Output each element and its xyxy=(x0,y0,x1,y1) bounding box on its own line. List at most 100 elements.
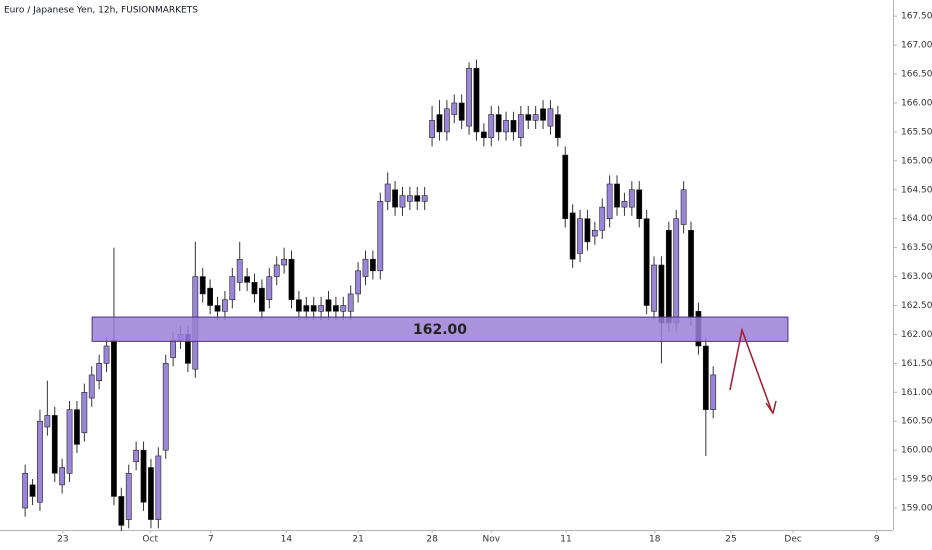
candle-body xyxy=(259,287,265,312)
candle-body xyxy=(443,108,450,133)
y-tick-label: 165.000 xyxy=(901,156,932,166)
candle-body xyxy=(81,391,88,434)
candle-body xyxy=(392,189,398,208)
x-tick-label: Nov xyxy=(482,535,500,545)
candle-body xyxy=(606,183,613,220)
candle-body xyxy=(74,409,80,445)
y-tick-label: 162.500 xyxy=(901,301,932,311)
candle-body xyxy=(340,305,347,312)
x-tick-label: 23 xyxy=(57,535,68,545)
y-tick-label: 167.000 xyxy=(901,41,932,51)
candle-body xyxy=(199,276,206,295)
candle-body xyxy=(421,195,428,202)
x-tick-label: 21 xyxy=(352,535,363,545)
plot xyxy=(22,59,789,532)
candle-body xyxy=(155,455,162,520)
candle-body xyxy=(680,189,687,225)
candle-body xyxy=(584,218,591,243)
candle-body xyxy=(111,339,117,497)
candle-body xyxy=(547,108,554,127)
y-tick-label: 161.500 xyxy=(901,359,932,369)
y-tick-label: 164.000 xyxy=(901,214,932,224)
y-tick-label: 166.500 xyxy=(901,70,932,80)
candle-body xyxy=(591,229,598,237)
candle-body xyxy=(37,420,43,503)
candle-body xyxy=(673,218,680,324)
arrow-head xyxy=(765,400,777,415)
candle-body xyxy=(244,276,250,283)
candle-body xyxy=(125,472,132,520)
candle-body xyxy=(362,258,369,277)
candle-body xyxy=(59,467,66,486)
candle-body xyxy=(140,449,147,503)
candle-body xyxy=(399,195,406,208)
candle-body xyxy=(665,229,672,324)
y-tick-label: 163.500 xyxy=(901,243,932,253)
candle-body xyxy=(310,305,317,312)
x-tick-label: 18 xyxy=(649,535,661,545)
candle-body xyxy=(406,195,413,202)
candle-body xyxy=(658,264,665,324)
candle-body xyxy=(214,305,221,312)
y-tick-label: 163.000 xyxy=(901,272,932,282)
y-tick-label: 159.500 xyxy=(901,475,932,485)
candle-body xyxy=(355,270,361,295)
candle-body xyxy=(162,363,169,451)
candle-body xyxy=(473,67,480,133)
candle-body xyxy=(88,374,95,399)
y-tick-label: 160.000 xyxy=(901,446,932,456)
candle-body xyxy=(51,415,58,474)
candle-body xyxy=(577,218,583,254)
x-tick-label: 28 xyxy=(426,535,438,545)
candle-body xyxy=(710,374,717,410)
candle-body xyxy=(636,189,643,220)
candle-body xyxy=(22,472,29,509)
candle-body xyxy=(488,114,495,139)
x-tick-label: 9 xyxy=(874,535,880,545)
candle-body xyxy=(532,114,539,121)
candle-body xyxy=(525,114,532,121)
candle-body xyxy=(480,131,487,139)
candle-body xyxy=(251,282,258,295)
candle-body xyxy=(103,345,110,364)
candle-body xyxy=(369,258,376,272)
y-tick-label: 161.000 xyxy=(901,388,932,398)
zone-label: 162.00 xyxy=(413,322,467,338)
candle-body xyxy=(466,67,472,127)
y-tick-label: 165.500 xyxy=(901,127,932,137)
candle-body xyxy=(562,154,569,220)
arrow-line xyxy=(729,327,773,413)
candle-body xyxy=(296,299,302,312)
candle-body xyxy=(288,258,295,301)
candle-body xyxy=(628,189,635,208)
candle-body xyxy=(325,299,332,312)
x-tick-label: Oct xyxy=(142,535,158,545)
candle-body xyxy=(458,102,465,121)
y-tick-label: 162.000 xyxy=(901,330,932,340)
x-tick-label: 11 xyxy=(560,535,571,545)
y-tick-label: 164.500 xyxy=(901,185,932,195)
candle-body xyxy=(170,339,177,358)
x-tick-label: 14 xyxy=(281,535,293,545)
candle-body xyxy=(207,287,214,306)
chart-title: Euro / Japanese Yen, 12h, FUSIONMARKETS xyxy=(4,6,198,16)
candle-body xyxy=(688,229,694,318)
candle-body xyxy=(96,363,103,382)
support-zone xyxy=(91,316,789,342)
candle-body xyxy=(133,449,140,463)
candle-body xyxy=(510,120,517,133)
candle-body xyxy=(222,299,228,312)
candle-body xyxy=(643,218,650,306)
candle-body xyxy=(621,201,628,208)
arrow-annotation xyxy=(729,327,777,415)
candle-body xyxy=(651,264,657,312)
candle-body xyxy=(495,114,502,133)
candle-body xyxy=(347,293,354,312)
x-tick-label: 25 xyxy=(725,535,736,545)
candle-body xyxy=(281,258,287,266)
candle-body xyxy=(569,212,576,260)
x-tick-label: 7 xyxy=(208,535,214,545)
y-tick-label: 159.000 xyxy=(901,504,932,514)
